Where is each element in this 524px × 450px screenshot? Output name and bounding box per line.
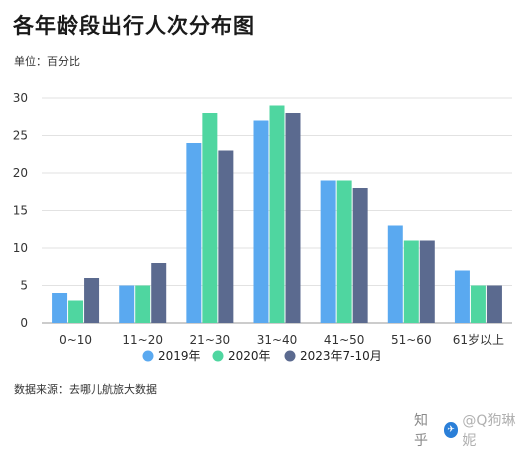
bar-2023年7-10月-61岁以上 bbox=[486, 285, 502, 323]
bar-2019年-0~10 bbox=[52, 293, 68, 323]
x-tick-label: 41~50 bbox=[324, 333, 365, 347]
legend-label: 2020年 bbox=[228, 349, 271, 363]
bar-2019年-11~20 bbox=[119, 285, 135, 323]
legend-label: 2023年7-10月 bbox=[300, 349, 382, 363]
bar-2020年-11~20 bbox=[135, 285, 151, 323]
watermark-site: 知乎 bbox=[414, 413, 428, 449]
watermark: 知乎 ✈ @Q狗琳妮 bbox=[414, 410, 524, 450]
y-tick-label: 30 bbox=[13, 91, 28, 105]
legend-label: 2019年 bbox=[158, 349, 201, 363]
y-tick-label: 25 bbox=[13, 129, 28, 143]
data-source: 数据来源：去哪儿航旅大数据 bbox=[14, 383, 157, 396]
y-tick-label: 20 bbox=[13, 166, 28, 180]
bar-2019年-21~30 bbox=[186, 143, 202, 323]
bar-2019年-61岁以上 bbox=[454, 270, 470, 323]
bar-2019年-41~50 bbox=[320, 180, 336, 323]
watermark-user: @Q狗琳妮 bbox=[462, 413, 516, 449]
bar-2020年-31~40 bbox=[269, 105, 285, 323]
bar-2020年-61岁以上 bbox=[470, 285, 486, 323]
watermark-logo-icon: ✈ bbox=[443, 422, 459, 438]
x-tick-labels: 0~10 11~20 21~30 31~40 41~50 51~60 61岁以上 bbox=[59, 332, 504, 347]
bar-2023年7-10月-21~30 bbox=[218, 150, 234, 323]
legend-marker bbox=[142, 350, 154, 362]
legend-marker bbox=[212, 350, 224, 362]
y-tick-labels: 0 5 10 15 20 25 30 bbox=[13, 91, 28, 330]
bar-2020年-51~60 bbox=[403, 240, 419, 323]
bar-2023年7-10月-31~40 bbox=[285, 113, 301, 323]
x-tick-label: 61岁以上 bbox=[453, 332, 504, 347]
x-tick-label: 0~10 bbox=[59, 333, 92, 347]
x-tick-label: 51~60 bbox=[391, 333, 432, 347]
bar-2020年-21~30 bbox=[202, 113, 218, 323]
bar-2023年7-10月-0~10 bbox=[84, 278, 100, 323]
unit-label: 单位：百分比 bbox=[14, 55, 80, 68]
bar-2023年7-10月-41~50 bbox=[352, 188, 368, 323]
x-tick-label: 31~40 bbox=[257, 333, 298, 347]
bar-2020年-41~50 bbox=[336, 180, 352, 323]
bar-2023年7-10月-11~20 bbox=[151, 263, 167, 323]
legend-marker bbox=[284, 350, 296, 362]
bar-2019年-51~60 bbox=[387, 225, 403, 323]
chart-title: 各年龄段出行人次分布图 bbox=[13, 14, 255, 38]
bar-2020年-0~10 bbox=[68, 300, 84, 323]
y-tick-label: 0 bbox=[20, 316, 28, 330]
x-tick-label: 11~20 bbox=[122, 333, 163, 347]
bar-2019年-31~40 bbox=[253, 120, 269, 323]
y-tick-label: 10 bbox=[13, 241, 28, 255]
x-tick-label: 21~30 bbox=[190, 333, 231, 347]
bar-2023年7-10月-51~60 bbox=[419, 240, 435, 323]
y-tick-label: 15 bbox=[13, 204, 28, 218]
bar-chart: 0 5 10 15 20 25 30 0~10 11~20 21~30 31~40 41~50 51~… bbox=[13, 91, 512, 363]
bars bbox=[52, 105, 502, 323]
legend: 2019年 2020年 2023年7-10月 bbox=[142, 349, 382, 363]
y-tick-label: 5 bbox=[20, 279, 28, 293]
